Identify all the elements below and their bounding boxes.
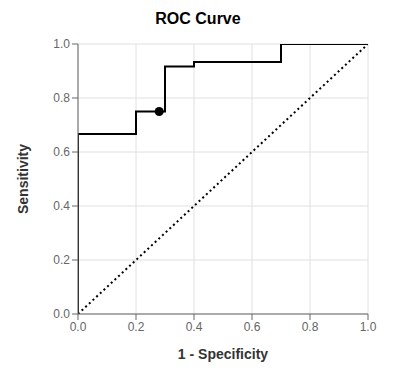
svg-text:0.8: 0.8 bbox=[53, 91, 70, 105]
svg-text:0.8: 0.8 bbox=[302, 320, 319, 334]
svg-text:0.0: 0.0 bbox=[70, 320, 87, 334]
svg-text:1.0: 1.0 bbox=[360, 320, 377, 334]
svg-text:0.0: 0.0 bbox=[53, 307, 70, 321]
svg-text:0.2: 0.2 bbox=[53, 253, 70, 267]
svg-text:0.2: 0.2 bbox=[128, 320, 145, 334]
svg-text:Sensitivity: Sensitivity bbox=[15, 144, 31, 214]
svg-text:0.6: 0.6 bbox=[244, 320, 261, 334]
html-text:ROC Curve: ROC Curve bbox=[155, 10, 241, 27]
svg-text:0.4: 0.4 bbox=[186, 320, 203, 334]
svg-text:0.6: 0.6 bbox=[53, 145, 70, 159]
svg-text:1.0: 1.0 bbox=[53, 37, 70, 51]
svg-text:1 - Specificity: 1 - Specificity bbox=[178, 346, 268, 362]
svg-text:0.4: 0.4 bbox=[53, 199, 70, 213]
